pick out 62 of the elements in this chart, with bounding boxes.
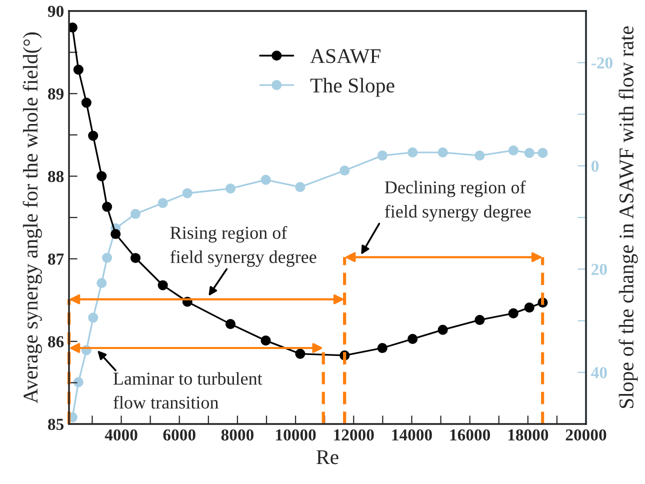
point xyxy=(474,314,485,325)
y2-tick-label: 40 xyxy=(591,367,607,378)
point xyxy=(96,171,107,182)
annotation: Declining region of field synergy degree xyxy=(384,180,531,222)
x-tick-label: 8000 xyxy=(221,429,254,441)
point xyxy=(408,334,418,344)
y-tick-label: 89 xyxy=(48,88,64,100)
y2-tick-label: 0 xyxy=(591,160,599,172)
x-tick-label: 10000 xyxy=(276,429,316,441)
point xyxy=(524,302,534,313)
point xyxy=(102,202,112,212)
y-tick-label: 85 xyxy=(48,418,64,430)
point xyxy=(474,150,485,161)
point xyxy=(96,278,107,288)
x-tick-label: 18000 xyxy=(508,429,548,441)
point xyxy=(88,130,98,141)
point xyxy=(73,377,84,388)
point xyxy=(340,165,350,176)
annotation: Rising region of field synergy degree xyxy=(170,226,316,267)
legend-label: The Slope xyxy=(310,78,394,97)
annotation: Laminar to turbulent flow transition xyxy=(113,372,262,409)
point xyxy=(438,324,448,335)
point xyxy=(508,308,518,318)
x-tick-label: 20000 xyxy=(566,429,606,441)
x-tick-label: 6000 xyxy=(163,429,196,441)
point xyxy=(182,188,192,198)
y-tick-label: 87 xyxy=(48,254,64,265)
point xyxy=(88,312,98,323)
point xyxy=(225,319,236,330)
y2-tick-label: -20 xyxy=(591,57,612,69)
point xyxy=(110,228,121,240)
y2-axis-title: Slope of the change in ASAWF with flow rate xyxy=(618,26,638,408)
point xyxy=(260,174,271,185)
x-tick-label: 12000 xyxy=(334,429,374,441)
point xyxy=(295,348,306,359)
point xyxy=(81,98,92,108)
point xyxy=(295,182,306,192)
point xyxy=(408,147,418,158)
point xyxy=(260,336,271,346)
x-tick-label: 14000 xyxy=(392,429,432,441)
y-tick-label: 88 xyxy=(48,170,64,182)
point xyxy=(538,148,548,158)
point xyxy=(158,198,168,208)
point xyxy=(73,64,84,75)
point xyxy=(377,150,388,161)
point xyxy=(225,184,236,194)
x-tick-label: 16000 xyxy=(450,429,490,441)
y-tick-label: 86 xyxy=(48,336,64,348)
point xyxy=(438,147,448,158)
point xyxy=(524,148,534,158)
point xyxy=(102,252,112,263)
y2-tick-label: 20 xyxy=(592,264,607,276)
y-tick-label: 90 xyxy=(48,6,64,17)
point xyxy=(508,145,518,156)
point xyxy=(130,252,141,264)
point xyxy=(130,208,141,219)
y-axis-title: Average synergy angle for the whole field(°) xyxy=(22,32,42,404)
x-axis-title: Re xyxy=(316,450,338,464)
point xyxy=(377,342,388,354)
point xyxy=(158,280,168,290)
legend-label: ASAWF xyxy=(310,49,380,64)
x-tick-label: 4000 xyxy=(104,429,138,441)
